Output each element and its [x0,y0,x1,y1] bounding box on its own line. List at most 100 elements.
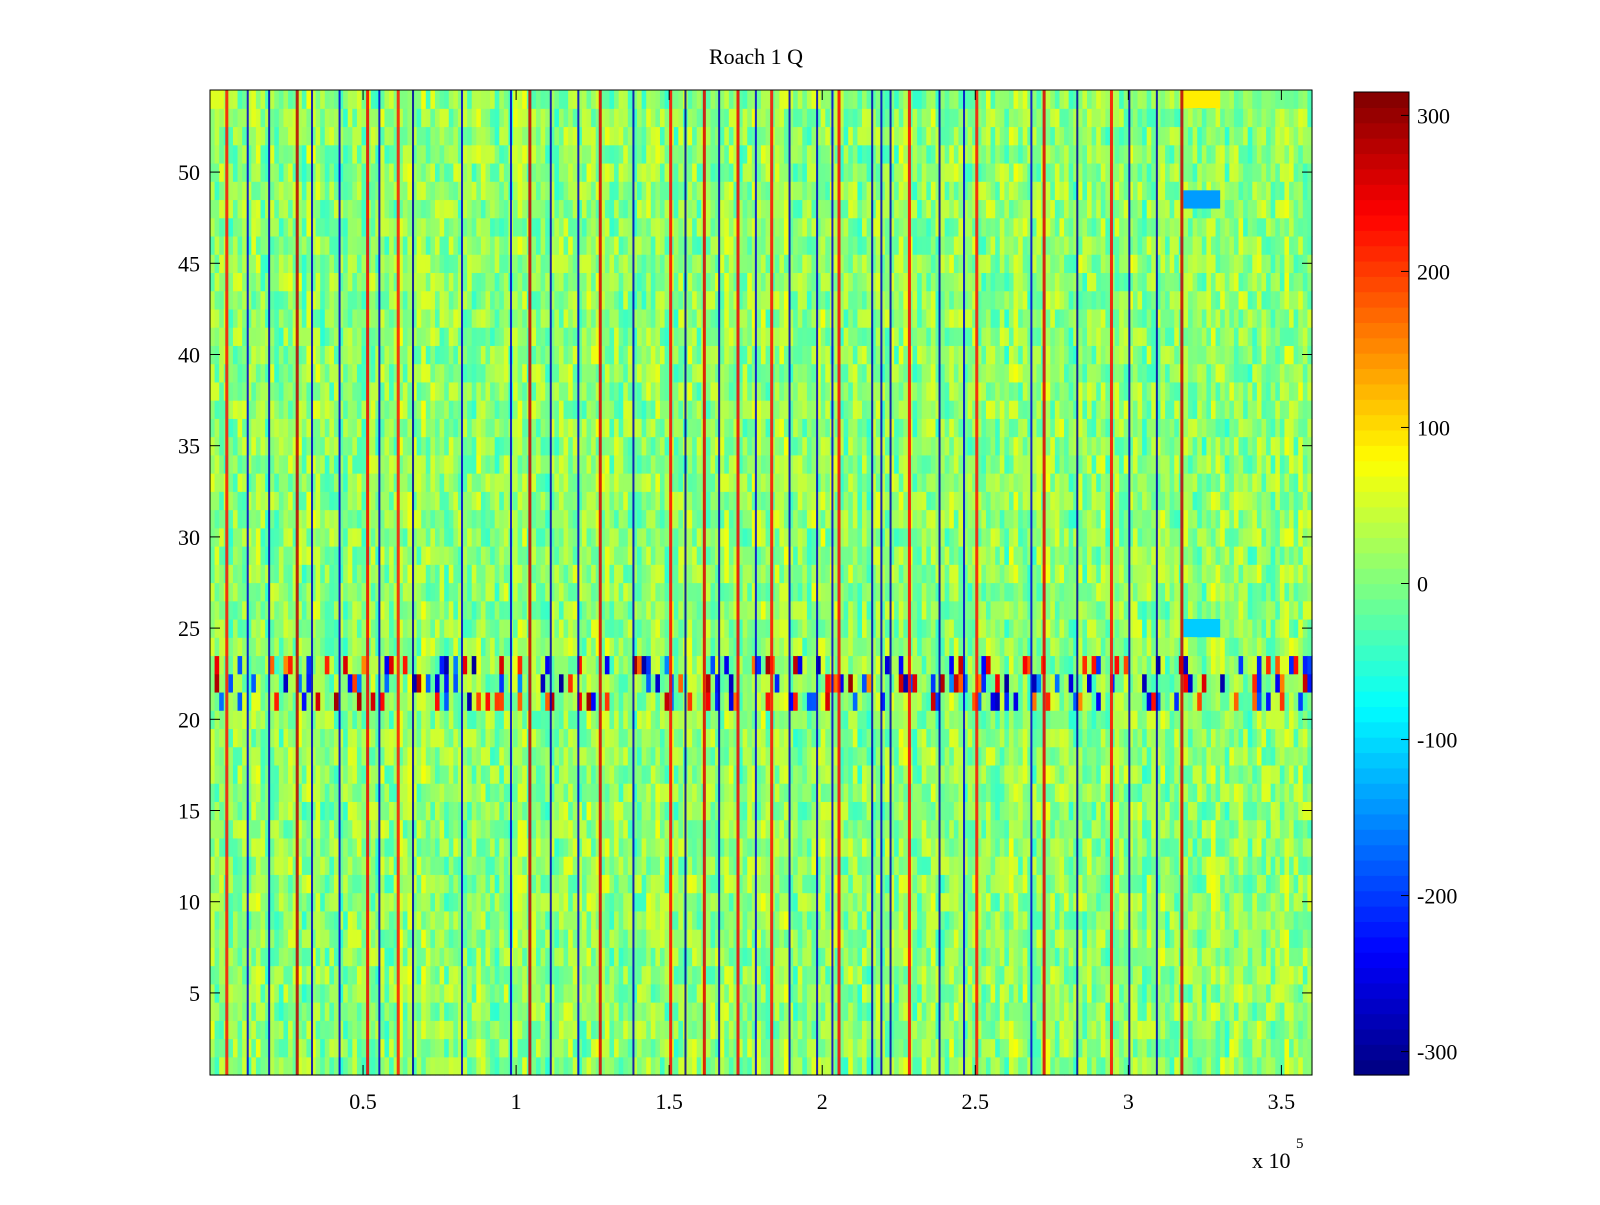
heatmap-cell [503,910,510,930]
heatmap-cell [324,655,330,675]
heatmap-cell [361,454,367,474]
heatmap-cell [462,345,468,365]
heatmap-cell [444,126,450,146]
heatmap-cell [545,272,551,292]
heatmap-cell [251,1038,257,1058]
heatmap-cell [375,217,381,237]
heatmap-cell [430,272,436,292]
heatmap-cell [232,929,239,948]
heatmap-cell [531,162,537,182]
heatmap-cell [361,947,367,967]
heatmap-cell [416,564,422,584]
heatmap-cell [467,308,473,328]
heatmap-cell [315,217,321,237]
heatmap-cell [586,527,592,547]
heatmap-cell [467,327,473,346]
heatmap-cell [320,983,326,1003]
heatmap-cell [361,491,367,511]
heatmap-cell [269,546,275,565]
heatmap-cell [356,400,363,419]
heatmap-cell [315,1038,321,1058]
heatmap-cell [288,126,294,146]
heatmap-cell [389,126,395,146]
heatmap-cell [329,783,335,802]
heatmap-cell [623,290,629,310]
heatmap-cell [499,764,505,784]
heatmap-cell [577,108,583,128]
heatmap-cell [402,1038,409,1058]
heatmap-cell [457,691,464,711]
heatmap-cell [416,473,422,492]
heatmap-cell [494,181,500,201]
heatmap-cell [503,673,510,693]
heatmap-cell [324,600,330,620]
heatmap-cell [389,910,395,930]
heatmap-cell [242,217,248,237]
heatmap-cell [540,655,546,675]
heatmap-cell [283,764,289,784]
heatmap-cell [320,837,326,857]
heatmap-cell [214,910,220,930]
heatmap-cell [457,856,464,875]
heatmap-cell [407,710,413,730]
heatmap-cell [416,126,422,146]
heatmap-cell [503,509,510,529]
heatmap-cell [421,546,427,565]
heatmap-cell [485,600,491,620]
heatmap-cell [618,801,624,821]
heatmap-cell [462,327,468,346]
heatmap-cell [356,710,363,730]
heatmap-cell [398,546,404,565]
heatmap-cell [563,929,569,948]
heatmap-cell [503,108,510,128]
heatmap-cell [476,947,482,967]
heatmap-cell [356,1020,363,1040]
heatmap-cell [457,290,464,310]
heatmap-cell [389,327,395,346]
heatmap-cell [480,162,487,182]
heatmap-cell [255,910,262,930]
heatmap-cell [269,308,275,328]
heatmap-cell [453,272,459,292]
heatmap-cell [513,947,519,967]
heatmap-cell [421,327,427,346]
heatmap-cell [448,491,454,511]
heatmap-cell [503,710,510,730]
heatmap-cell [398,600,404,620]
heatmap-cell [591,673,597,693]
heatmap-cell [288,473,294,492]
heatmap-cell [416,582,422,602]
heatmap-cell [370,910,376,930]
heatmap-cell [301,491,308,511]
heatmap-cell [283,746,289,766]
heatmap-cell [586,1002,592,1021]
heatmap-cell [522,965,528,985]
heatmap-cell [604,144,611,164]
heatmap-cell [425,418,431,438]
heatmap-cell [618,1020,624,1040]
heatmap-cell [278,418,285,438]
heatmap-cell [439,108,445,128]
heatmap-cell [549,1020,555,1040]
heatmap-cell [320,728,326,748]
heatmap-cell [591,837,597,857]
heatmap-cell [536,272,542,292]
heatmap-cell [453,473,459,492]
heatmap-cell [306,327,312,346]
heatmap-cell [246,856,252,875]
heatmap-cell [297,235,303,255]
heatmap-cell [288,217,294,237]
heatmap-cell [343,892,349,912]
heatmap-cell [306,655,312,675]
heatmap-cell [540,235,546,255]
heatmap-cell [453,199,459,219]
heatmap-cell [632,856,638,875]
heatmap-cell [499,1056,505,1076]
heatmap-cell [320,491,326,511]
heatmap-cell [214,181,220,201]
heatmap-cell [402,600,409,620]
heatmap-cell [219,856,225,875]
heatmap-cell [549,345,555,365]
heatmap-cell [595,728,601,748]
heatmap-cell [255,947,262,967]
